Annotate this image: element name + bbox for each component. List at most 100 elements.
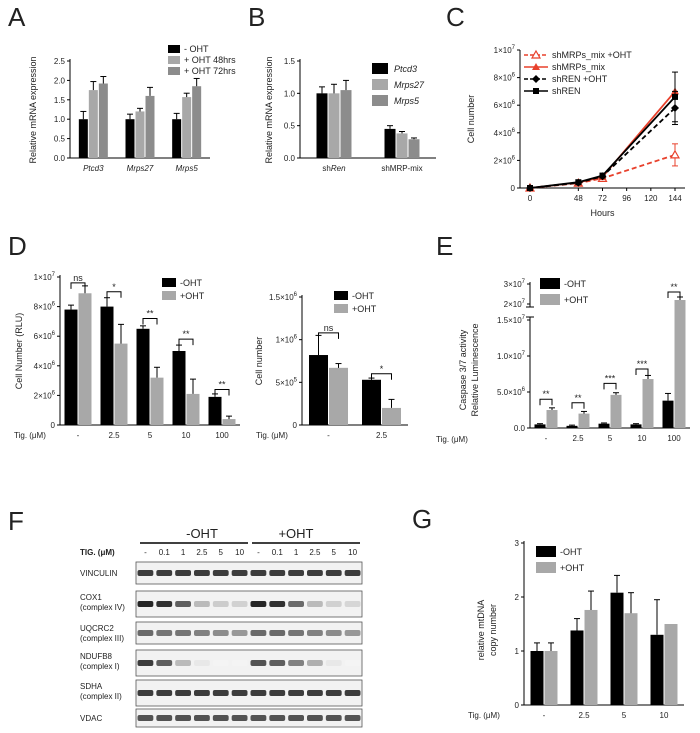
data-point bbox=[575, 179, 582, 186]
blot-band bbox=[156, 660, 173, 666]
bar bbox=[172, 119, 182, 158]
panel-label-e: E bbox=[436, 231, 453, 261]
y-tick-label: 5×105 bbox=[276, 377, 298, 387]
legend-marker bbox=[530, 49, 542, 59]
axis-break bbox=[526, 307, 534, 317]
legend-label: + OHT 48hrs bbox=[184, 55, 236, 65]
blot-band bbox=[269, 630, 286, 636]
y-tick-label: 2×106 bbox=[494, 155, 516, 165]
blot-band bbox=[212, 570, 229, 576]
blot-strip bbox=[135, 708, 363, 728]
significance-bracket bbox=[635, 368, 649, 375]
chart-a: 0.0 0.5 1.0 1.5 2.0 2.5 Ptcd3 Mrps27 Mrps5 Relati… bbox=[28, 44, 236, 173]
x-tick-label: shRen bbox=[322, 164, 346, 173]
bar bbox=[192, 86, 202, 158]
legend-label: Ptcd3 bbox=[394, 64, 417, 74]
y-tick-label: 0.5 bbox=[284, 122, 296, 131]
y-tick-label: 3 bbox=[515, 539, 520, 548]
legend-label: -OHT bbox=[560, 547, 582, 557]
blot-band bbox=[175, 690, 191, 696]
significance-bracket bbox=[70, 282, 86, 289]
data-point bbox=[669, 149, 681, 159]
blot-band bbox=[288, 570, 304, 576]
legend-label: +OHT bbox=[352, 304, 377, 314]
blot-band bbox=[344, 660, 361, 666]
lane-concentration: 0.1 bbox=[272, 548, 284, 557]
bar bbox=[566, 425, 578, 428]
y-tick-label-exp: 6 bbox=[522, 387, 526, 393]
blot-band bbox=[344, 570, 361, 576]
blot-header-minus-oht: -OHT bbox=[186, 526, 218, 541]
blot-band bbox=[325, 715, 342, 721]
blot-band bbox=[250, 570, 267, 576]
legend-label: Mrps5 bbox=[394, 96, 420, 106]
blot-band bbox=[269, 715, 286, 721]
legend-swatch bbox=[372, 79, 388, 90]
legend-swatch bbox=[162, 278, 176, 287]
blot-band bbox=[175, 715, 191, 721]
panel-label-a: A bbox=[8, 2, 26, 32]
y-tick-label-exp: 7 bbox=[52, 272, 56, 278]
bar bbox=[570, 630, 584, 705]
y-tick-label-base: 2×10 bbox=[34, 391, 53, 400]
blot-band bbox=[212, 690, 229, 696]
bar bbox=[145, 95, 155, 158]
bar bbox=[396, 133, 408, 158]
y-tick-label-base: 5×10 bbox=[276, 378, 295, 387]
bar bbox=[98, 83, 108, 158]
blot-band bbox=[212, 601, 229, 607]
y-tick-label-base: 8×10 bbox=[494, 74, 513, 83]
legend-swatch bbox=[162, 291, 176, 300]
bar bbox=[598, 423, 610, 428]
blot-band bbox=[325, 630, 342, 636]
y-tick-label-exp: 6 bbox=[512, 100, 516, 106]
y-tick-label-base: 6×10 bbox=[494, 101, 513, 110]
legend-label: +OHT bbox=[564, 295, 589, 305]
significance-bracket bbox=[178, 338, 194, 346]
blot-row-label: (complex II) bbox=[80, 692, 122, 701]
data-point bbox=[527, 185, 533, 191]
significance-label: *** bbox=[637, 359, 648, 369]
x-tick-label: - bbox=[543, 711, 546, 720]
y-tick-label: 0 bbox=[293, 421, 298, 430]
y-tick-label: 3×107 bbox=[504, 279, 526, 289]
x-axis-label: Hours bbox=[590, 208, 615, 218]
bar bbox=[114, 343, 128, 425]
blot-band bbox=[307, 660, 323, 666]
blot-band bbox=[231, 660, 248, 666]
y-tick-label-exp: 6 bbox=[512, 73, 516, 79]
bar bbox=[650, 634, 664, 705]
legend-swatch bbox=[334, 304, 348, 313]
x-tick-label: 100 bbox=[215, 431, 229, 440]
y-tick-label: 1×106 bbox=[276, 335, 298, 345]
y-tick-label-base: 4×10 bbox=[494, 129, 513, 138]
y-tick-label-exp: 7 bbox=[522, 351, 526, 357]
y-tick-label-exp: 7 bbox=[512, 45, 516, 51]
legend-swatch bbox=[540, 278, 560, 289]
y-axis-label-2: Relative Luminescence bbox=[470, 323, 480, 416]
significance-bracket bbox=[667, 291, 681, 298]
y-tick-label-exp: 7 bbox=[522, 299, 526, 305]
bar bbox=[544, 651, 558, 705]
legend-swatch bbox=[334, 291, 348, 300]
bar bbox=[408, 139, 420, 158]
y-tick-label-exp: 6 bbox=[294, 335, 298, 341]
lane-concentration: 1 bbox=[294, 548, 299, 557]
y-tick-label-base: 2×10 bbox=[494, 156, 513, 165]
blot-row-label: UQCRC2 bbox=[80, 624, 114, 633]
x-tick-label: 2.5 bbox=[108, 431, 120, 440]
blot-band bbox=[250, 715, 267, 721]
bar bbox=[182, 97, 192, 158]
x-tick-label: 5 bbox=[148, 431, 153, 440]
panel-label-c: C bbox=[446, 2, 465, 32]
bar bbox=[222, 419, 236, 425]
blot-band bbox=[344, 715, 361, 721]
blot-band bbox=[175, 601, 191, 607]
x-tick-label-part: sh bbox=[322, 164, 330, 173]
blot-band bbox=[288, 715, 304, 721]
y-tick-label-base: 5.0×10 bbox=[497, 388, 522, 397]
blot-band bbox=[269, 660, 286, 666]
blot-row-label: NDUFB8 bbox=[80, 652, 113, 661]
blot-band bbox=[307, 601, 323, 607]
